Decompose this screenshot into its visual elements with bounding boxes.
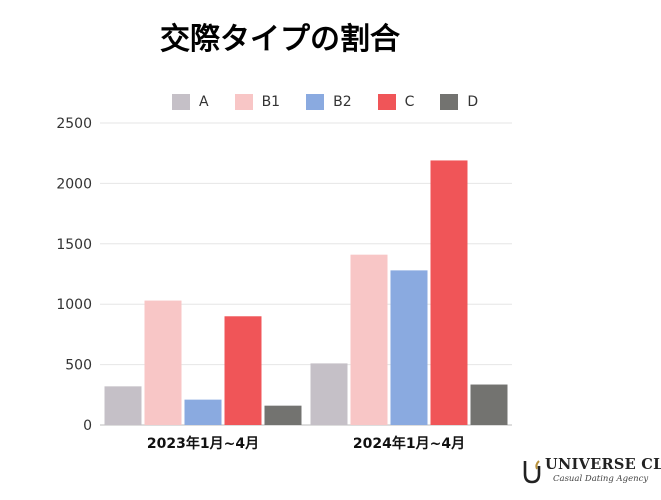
legend-swatch-b1	[234, 94, 253, 110]
y-tick-label: 2500	[56, 116, 92, 132]
legend-item-c: C	[377, 94, 415, 110]
legend-item-a: A	[172, 94, 209, 110]
bar	[470, 384, 508, 425]
legend-item-b2: B2	[306, 94, 352, 110]
legend-label-d: D	[467, 94, 479, 110]
bar	[350, 254, 388, 425]
legend-label-b2: B2	[333, 94, 352, 110]
brand-name: UNIVERSE CLUB	[545, 456, 661, 473]
legend-swatch-d	[440, 94, 459, 110]
bar	[104, 386, 142, 425]
bar	[310, 363, 348, 425]
legend-label-c: C	[404, 94, 415, 110]
brand-mark-icon	[523, 460, 541, 484]
legend-swatch-a	[172, 94, 190, 110]
bar	[224, 316, 262, 425]
legend-label-a: A	[199, 94, 209, 110]
chart-legend: A B1 B2 C D	[172, 91, 478, 113]
legend-item-d: D	[440, 94, 478, 110]
legend-item-b1: B1	[234, 94, 281, 110]
bar	[390, 270, 428, 425]
legend-swatch-c	[377, 94, 396, 110]
bar	[264, 405, 302, 425]
chart-title: 交際タイプの割合	[160, 22, 400, 57]
y-tick-label: 500	[65, 358, 92, 374]
bar	[144, 300, 182, 425]
legend-label-b1: B1	[261, 94, 281, 110]
y-tick-label: 0	[83, 418, 92, 434]
legend-swatch-b2	[306, 94, 325, 110]
x-tick-label: 2024年1月~4月	[353, 435, 465, 452]
y-tick-label: 2000	[56, 176, 92, 192]
y-tick-label: 1500	[56, 237, 92, 253]
bar	[184, 399, 222, 425]
brand-tagline: Casual Dating Agency	[553, 474, 649, 484]
bar	[430, 160, 468, 425]
x-tick-label: 2023年1月~4月	[147, 435, 259, 452]
y-tick-label: 1000	[56, 297, 92, 313]
brand-logo: UNIVERSE CLUB Casual Dating Agency	[521, 455, 661, 487]
